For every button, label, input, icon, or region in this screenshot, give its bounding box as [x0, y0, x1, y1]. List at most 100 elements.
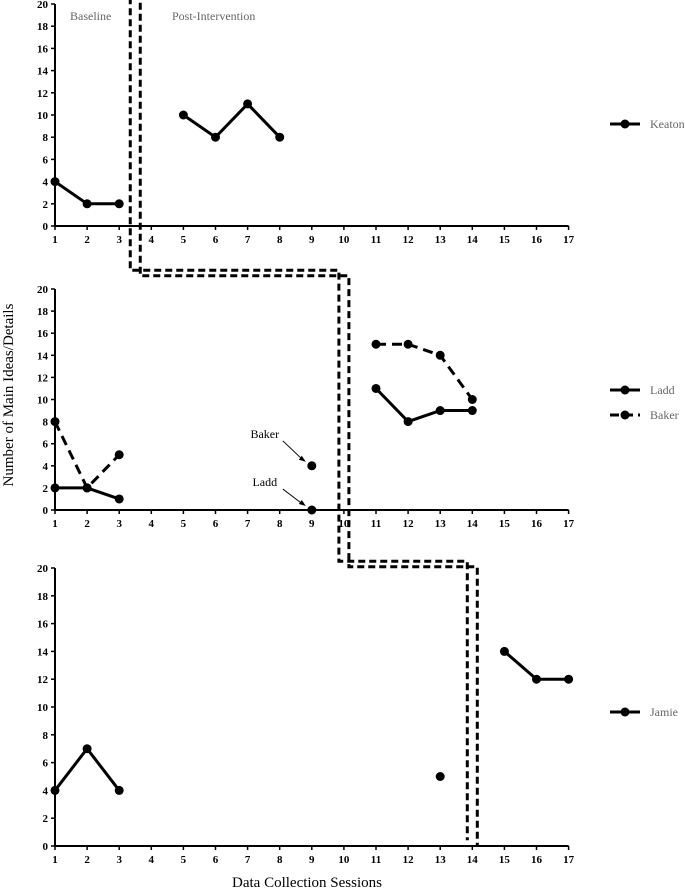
y-tick-label: 10	[37, 395, 49, 407]
x-tick-label: 7	[245, 854, 251, 866]
x-tick-label: 17	[563, 854, 575, 866]
x-tick-label: 17	[563, 234, 575, 246]
y-tick-label: 8	[43, 417, 49, 429]
x-tick-label: 14	[467, 854, 479, 866]
x-tick-label: 13	[435, 518, 447, 530]
x-tick-label: 15	[499, 854, 511, 866]
y-tick-label: 12	[37, 372, 49, 384]
x-tick-label: 7	[245, 234, 251, 246]
data-point-baker	[82, 483, 92, 493]
data-point-keaton	[50, 177, 60, 187]
annotation-arrow-line	[282, 440, 305, 462]
series-line-jamie	[53, 747, 121, 792]
y-tick-label: 20	[37, 284, 49, 296]
x-tick-label: 5	[181, 234, 187, 246]
y-tick-label: 4	[43, 785, 49, 797]
phase-label-post-intervention: Post-Intervention	[172, 9, 255, 23]
legend-marker-ladd	[620, 385, 630, 395]
data-point-ladd	[371, 383, 381, 393]
series-line-baker	[53, 420, 121, 490]
data-point-keaton	[82, 199, 92, 209]
x-tick-label: 11	[371, 518, 381, 530]
y-tick-label: 12	[37, 674, 49, 686]
y-tick-label: 2	[43, 483, 49, 495]
data-point-ladd	[114, 494, 124, 504]
x-tick-label: 8	[277, 234, 283, 246]
x-tick-label: 10	[338, 234, 350, 246]
annotation-ladd: Ladd	[252, 475, 277, 489]
x-tick-label: 3	[116, 518, 122, 530]
data-point-jamie	[499, 646, 509, 656]
y-tick-label: 8	[43, 730, 49, 742]
phase-change-line	[138, 2, 479, 846]
x-tick-label: 4	[149, 234, 155, 246]
annotation-baker: Baker	[250, 427, 279, 441]
data-point-baker	[114, 450, 124, 460]
phase-change-line	[128, 0, 469, 841]
data-point-ladd	[403, 417, 413, 427]
x-tick-label: 9	[309, 854, 315, 866]
x-tick-label: 15	[499, 234, 511, 246]
x-tick-label: 7	[245, 518, 251, 530]
legend-marker-jamie	[620, 707, 630, 717]
data-point-ladd	[435, 406, 445, 416]
y-tick-label: 2	[43, 813, 49, 825]
y-tick-label: 4	[43, 177, 49, 189]
series-line-baker	[376, 342, 474, 401]
legend-marker-baker	[620, 410, 630, 420]
data-point-keaton	[114, 199, 124, 209]
x-tick-label: 3	[116, 854, 122, 866]
data-point-baker	[403, 339, 413, 349]
x-tick-label: 16	[531, 854, 543, 866]
legend-label-jamie: Jamie	[650, 705, 678, 719]
y-tick-label: 20	[37, 563, 49, 575]
x-tick-label: 12	[403, 854, 415, 866]
y-tick-label: 4	[43, 461, 49, 473]
data-point-jamie	[82, 744, 92, 754]
x-tick-label: 5	[181, 518, 187, 530]
data-point-jamie	[564, 674, 574, 684]
data-point-ladd	[50, 483, 60, 493]
y-tick-label: 6	[43, 439, 49, 451]
y-tick-label: 0	[43, 505, 49, 517]
x-tick-label: 12	[403, 518, 415, 530]
y-tick-label: 10	[37, 702, 49, 714]
annotation-arrowhead	[298, 500, 306, 506]
data-point-jamie	[435, 772, 445, 781]
data-point-keaton	[178, 110, 188, 120]
data-point-jamie	[50, 785, 60, 795]
x-tick-label: 1	[52, 854, 58, 866]
data-point-keaton	[211, 132, 220, 142]
x-tick-label: 13	[435, 234, 447, 246]
x-tick-label: 1	[52, 518, 58, 530]
legend-label-keaton: Keaton	[650, 117, 685, 131]
y-tick-label: 20	[37, 0, 49, 11]
x-tick-label: 11	[371, 854, 381, 866]
x-tick-label: 9	[309, 234, 315, 246]
y-tick-label: 14	[37, 646, 49, 658]
series-line-keaton	[182, 102, 281, 139]
x-tick-label: 13	[435, 854, 447, 866]
data-point-jamie	[532, 674, 541, 684]
x-tick-label: 2	[84, 518, 90, 530]
data-point-baker	[467, 395, 477, 404]
y-tick-label: 16	[37, 619, 49, 631]
data-point-baker	[307, 461, 317, 471]
series-line-ladd	[374, 387, 473, 424]
x-tick-label: 10	[338, 518, 350, 530]
x-tick-label: 8	[277, 518, 283, 530]
y-tick-label: 14	[37, 66, 49, 78]
y-axis-title: Number of Main Ideas/Details	[1, 303, 17, 486]
data-point-ladd	[467, 406, 477, 416]
y-tick-label: 0	[43, 221, 49, 233]
x-tick-label: 6	[213, 854, 219, 866]
x-tick-label: 14	[467, 518, 479, 530]
y-tick-label: 18	[37, 591, 49, 603]
y-tick-label: 18	[37, 21, 49, 33]
x-tick-label: 3	[116, 234, 122, 246]
